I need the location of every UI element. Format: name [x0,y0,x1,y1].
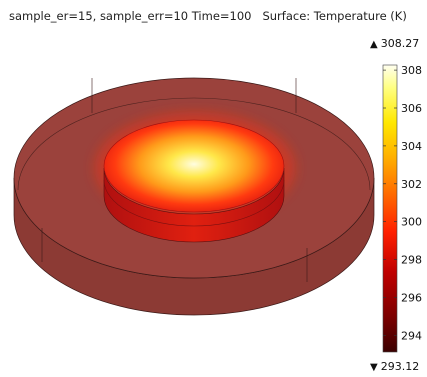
colorbar-tick-label: 298 [401,254,422,267]
triangle-up-icon: ▲ [370,39,378,50]
colorbar-tick-label: 296 [401,291,422,304]
colorbar-gradient [382,64,398,353]
colorbar-tick-label: 304 [401,140,422,153]
inner-sample-bottom-edge [103,179,285,227]
inner-sample-side [103,167,285,243]
colorbar-tick-label: 306 [401,102,422,115]
colorbar-min-label: ▼ 293.12 [370,360,419,373]
colorbar-tick-label: 294 [401,329,422,342]
colorbar-ticks: 308 306 304 302 300 298 296 294 [383,64,422,342]
inner-sample [103,119,285,243]
inner-sample-top [103,119,285,213]
triangle-down-icon: ▼ [370,362,378,373]
colorbar-tick-label: 302 [401,178,422,191]
colorbar-min-value: 293.12 [380,360,420,373]
colorbar-tick-label: 308 [401,64,422,77]
outer-disk-bottom-edge [17,97,371,191]
colorbar-max-value: 308.27 [380,37,420,50]
colorbar-tick-label: 300 [401,216,422,229]
colorbar: 308 306 304 302 300 298 296 294 [382,64,422,353]
colorbar-max-label: ▲ 308.27 [370,37,419,50]
plot-title: sample_er=15, sample_err=10 Time=100 Sur… [9,9,407,23]
